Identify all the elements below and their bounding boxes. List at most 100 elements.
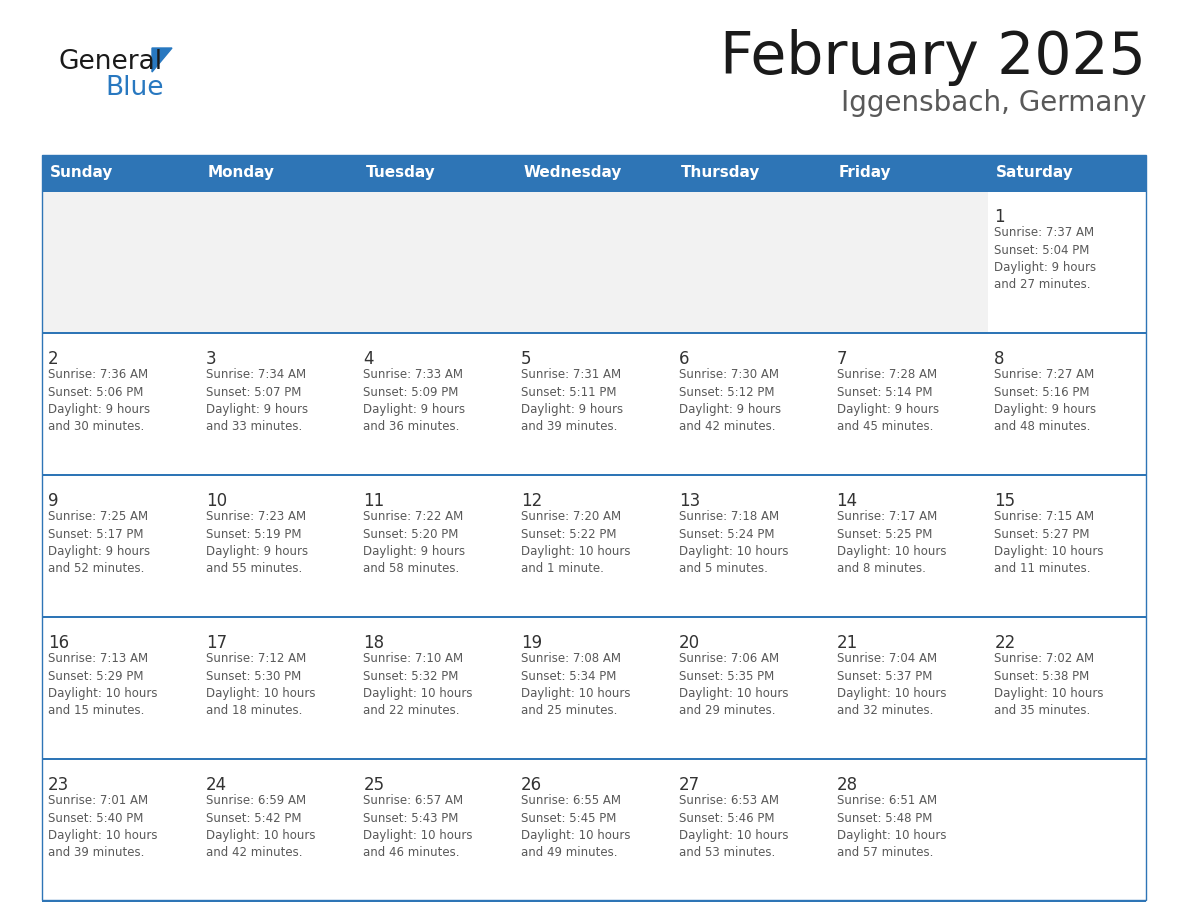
Text: Sunrise: 7:13 AM: Sunrise: 7:13 AM — [48, 652, 148, 665]
Text: and 58 minutes.: and 58 minutes. — [364, 563, 460, 576]
Text: and 36 minutes.: and 36 minutes. — [364, 420, 460, 433]
Bar — [42, 334, 200, 474]
Text: Sunday: Sunday — [50, 165, 113, 180]
Text: Sunset: 5:34 PM: Sunset: 5:34 PM — [522, 669, 617, 682]
Text: Sunset: 5:16 PM: Sunset: 5:16 PM — [994, 386, 1089, 398]
Text: 21: 21 — [836, 634, 858, 652]
Bar — [42, 155, 1146, 190]
Text: 5: 5 — [522, 350, 532, 368]
Text: and 29 minutes.: and 29 minutes. — [678, 704, 776, 718]
Text: Sunrise: 7:37 AM: Sunrise: 7:37 AM — [994, 226, 1094, 239]
Text: 12: 12 — [522, 492, 543, 510]
Text: Daylight: 10 hours: Daylight: 10 hours — [678, 687, 789, 700]
Bar — [830, 760, 988, 900]
Bar — [672, 618, 830, 758]
Text: 14: 14 — [836, 492, 858, 510]
Bar — [358, 334, 516, 474]
Text: Daylight: 10 hours: Daylight: 10 hours — [522, 545, 631, 558]
Text: Daylight: 10 hours: Daylight: 10 hours — [522, 687, 631, 700]
Text: Sunset: 5:07 PM: Sunset: 5:07 PM — [206, 386, 301, 398]
Text: Wednesday: Wednesday — [523, 165, 621, 180]
Text: Sunset: 5:24 PM: Sunset: 5:24 PM — [678, 528, 775, 541]
Text: Daylight: 9 hours: Daylight: 9 hours — [206, 545, 308, 558]
Text: 7: 7 — [836, 350, 847, 368]
Text: and 18 minutes.: and 18 minutes. — [206, 704, 302, 718]
Bar — [516, 618, 672, 758]
Text: 23: 23 — [48, 776, 69, 794]
Text: Daylight: 10 hours: Daylight: 10 hours — [364, 687, 473, 700]
Text: Monday: Monday — [208, 165, 274, 180]
Text: Sunset: 5:11 PM: Sunset: 5:11 PM — [522, 386, 617, 398]
Text: 18: 18 — [364, 634, 385, 652]
Text: 22: 22 — [994, 634, 1016, 652]
Text: Sunrise: 7:04 AM: Sunrise: 7:04 AM — [836, 652, 936, 665]
Text: Sunrise: 7:34 AM: Sunrise: 7:34 AM — [206, 368, 305, 381]
Text: and 57 minutes.: and 57 minutes. — [836, 846, 933, 859]
Text: and 42 minutes.: and 42 minutes. — [678, 420, 776, 433]
Bar — [516, 334, 672, 474]
Text: 17: 17 — [206, 634, 227, 652]
Bar — [42, 618, 200, 758]
Text: Daylight: 10 hours: Daylight: 10 hours — [994, 545, 1104, 558]
Text: and 52 minutes.: and 52 minutes. — [48, 563, 145, 576]
Text: Sunrise: 7:02 AM: Sunrise: 7:02 AM — [994, 652, 1094, 665]
Text: Sunset: 5:22 PM: Sunset: 5:22 PM — [522, 528, 617, 541]
Text: and 33 minutes.: and 33 minutes. — [206, 420, 302, 433]
Text: Daylight: 10 hours: Daylight: 10 hours — [994, 687, 1104, 700]
Text: Sunrise: 7:15 AM: Sunrise: 7:15 AM — [994, 510, 1094, 523]
Text: 9: 9 — [48, 492, 58, 510]
Text: Sunrise: 7:30 AM: Sunrise: 7:30 AM — [678, 368, 779, 381]
Bar — [516, 760, 672, 900]
Text: Sunrise: 7:25 AM: Sunrise: 7:25 AM — [48, 510, 148, 523]
Text: 2: 2 — [48, 350, 58, 368]
Text: Daylight: 9 hours: Daylight: 9 hours — [206, 403, 308, 416]
Bar — [42, 190, 1146, 192]
Text: 26: 26 — [522, 776, 542, 794]
Text: Sunrise: 7:01 AM: Sunrise: 7:01 AM — [48, 794, 148, 807]
Text: and 39 minutes.: and 39 minutes. — [522, 420, 618, 433]
Text: 25: 25 — [364, 776, 385, 794]
Text: and 8 minutes.: and 8 minutes. — [836, 563, 925, 576]
Text: Sunrise: 7:36 AM: Sunrise: 7:36 AM — [48, 368, 148, 381]
Text: Sunset: 5:46 PM: Sunset: 5:46 PM — [678, 812, 775, 824]
Text: 27: 27 — [678, 776, 700, 794]
Text: Daylight: 10 hours: Daylight: 10 hours — [678, 829, 789, 842]
Text: Sunrise: 7:20 AM: Sunrise: 7:20 AM — [522, 510, 621, 523]
Text: Daylight: 9 hours: Daylight: 9 hours — [522, 403, 624, 416]
Bar — [988, 192, 1146, 332]
Text: and 15 minutes.: and 15 minutes. — [48, 704, 145, 718]
Text: Daylight: 10 hours: Daylight: 10 hours — [206, 829, 315, 842]
Bar — [830, 476, 988, 616]
Text: and 32 minutes.: and 32 minutes. — [836, 704, 933, 718]
Text: and 11 minutes.: and 11 minutes. — [994, 563, 1091, 576]
Bar — [988, 760, 1146, 900]
Text: 8: 8 — [994, 350, 1005, 368]
Text: and 45 minutes.: and 45 minutes. — [836, 420, 933, 433]
Text: 4: 4 — [364, 350, 374, 368]
Bar — [358, 618, 516, 758]
Text: Daylight: 10 hours: Daylight: 10 hours — [836, 545, 946, 558]
Bar — [516, 476, 672, 616]
Bar — [200, 334, 358, 474]
Bar — [672, 334, 830, 474]
Bar — [830, 192, 988, 332]
Text: Friday: Friday — [839, 165, 891, 180]
Text: Thursday: Thursday — [681, 165, 760, 180]
Text: Sunset: 5:06 PM: Sunset: 5:06 PM — [48, 386, 144, 398]
Text: 19: 19 — [522, 634, 542, 652]
Text: 24: 24 — [206, 776, 227, 794]
Text: Sunset: 5:40 PM: Sunset: 5:40 PM — [48, 812, 144, 824]
Text: Sunset: 5:32 PM: Sunset: 5:32 PM — [364, 669, 459, 682]
Bar — [42, 474, 1146, 476]
Text: and 35 minutes.: and 35 minutes. — [994, 704, 1091, 718]
Bar — [42, 476, 200, 616]
Bar — [42, 900, 1146, 902]
Text: Sunset: 5:27 PM: Sunset: 5:27 PM — [994, 528, 1089, 541]
Text: 13: 13 — [678, 492, 700, 510]
Text: Tuesday: Tuesday — [366, 165, 435, 180]
Text: and 46 minutes.: and 46 minutes. — [364, 846, 460, 859]
Text: Blue: Blue — [105, 75, 164, 101]
Text: Sunrise: 7:28 AM: Sunrise: 7:28 AM — [836, 368, 936, 381]
Text: and 48 minutes.: and 48 minutes. — [994, 420, 1091, 433]
Text: Sunrise: 7:18 AM: Sunrise: 7:18 AM — [678, 510, 779, 523]
